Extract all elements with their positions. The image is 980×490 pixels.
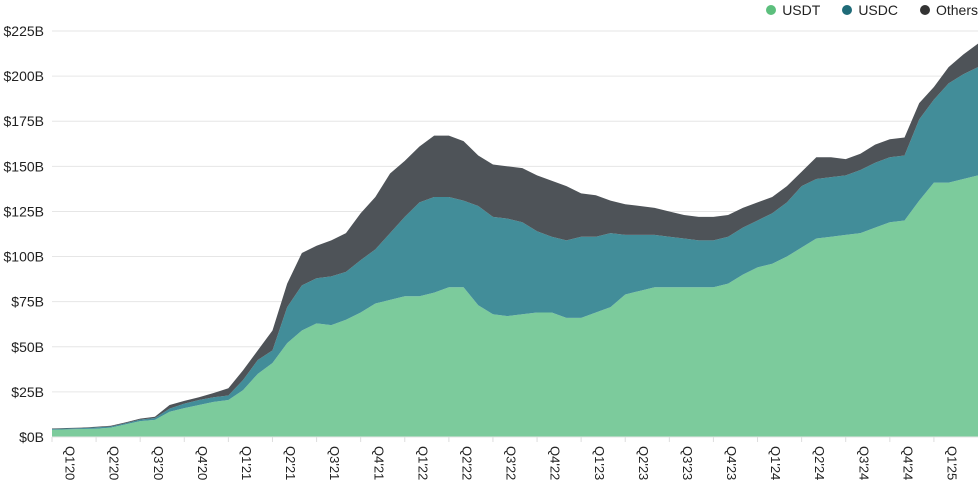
y-tick-label: $200B (4, 68, 44, 84)
legend-item-usdt[interactable]: USDT (766, 2, 820, 18)
x-tick-label: Q4'21 (371, 446, 386, 480)
y-tick-label: $225B (4, 23, 44, 39)
x-tick-label: Q4'24 (900, 446, 915, 480)
x-tick-label: Q2'21 (283, 446, 298, 480)
y-tick-label: $25B (11, 384, 44, 400)
area-usdt (52, 175, 978, 437)
y-tick-label: $50B (11, 339, 44, 355)
legend-label: USDT (782, 2, 821, 18)
x-tick-label: Q3'20 (151, 446, 166, 480)
y-axis: $0B $25B $50B $75B $100B $125B $150B $175B $200B… (4, 23, 44, 445)
x-tick-label: Q2'24 (812, 446, 827, 480)
x-tick-label: Q2'23 (636, 446, 651, 480)
x-tick-label: Q4'23 (724, 446, 739, 480)
x-tick-label: Q3'22 (504, 446, 519, 480)
area-usdc (52, 67, 978, 430)
x-axis: Q1'20 Q2'20 Q3'20 Q4'20 Q1'21 Q2'21 Q3'21 Q4'21… (51, 436, 978, 480)
y-tick-label: $75B (11, 294, 44, 310)
x-tick-label: Q1'24 (768, 446, 783, 480)
x-tick-label: Q4'22 (548, 446, 563, 480)
areas (52, 43, 978, 437)
legend: USDT USDC Others (766, 2, 978, 18)
y-tick-label: $100B (4, 249, 44, 265)
x-tick-label: Q3'23 (680, 446, 695, 480)
x-tick-label: Q1'21 (239, 446, 254, 480)
x-tick-label: Q1'22 (415, 446, 430, 480)
x-tick-label: Q4'20 (195, 446, 210, 480)
y-tick-label: $150B (4, 158, 44, 174)
x-tick-label: Q3'21 (327, 446, 342, 480)
legend-label: Others (935, 2, 978, 18)
legend-dot-icon (766, 5, 777, 15)
legend-item-others[interactable]: Others (919, 2, 978, 18)
x-tick-label: Q2'20 (107, 446, 122, 480)
y-tick-label: $125B (4, 203, 44, 219)
legend-label: USDC (858, 2, 898, 18)
x-tick-label: Q1'23 (592, 446, 607, 480)
x-tick-label: Q1'25 (945, 446, 960, 480)
legend-dot-icon (842, 5, 853, 15)
legend-item-usdc[interactable]: USDC (842, 2, 898, 18)
x-tick-label: Q2'22 (459, 446, 474, 480)
y-tick-label: $175B (4, 113, 44, 129)
x-tick-label: Q1'20 (63, 446, 78, 480)
legend-dot-icon (919, 5, 930, 15)
y-tick-label: $0B (19, 429, 44, 445)
x-tick-label: Q3'24 (856, 446, 871, 480)
